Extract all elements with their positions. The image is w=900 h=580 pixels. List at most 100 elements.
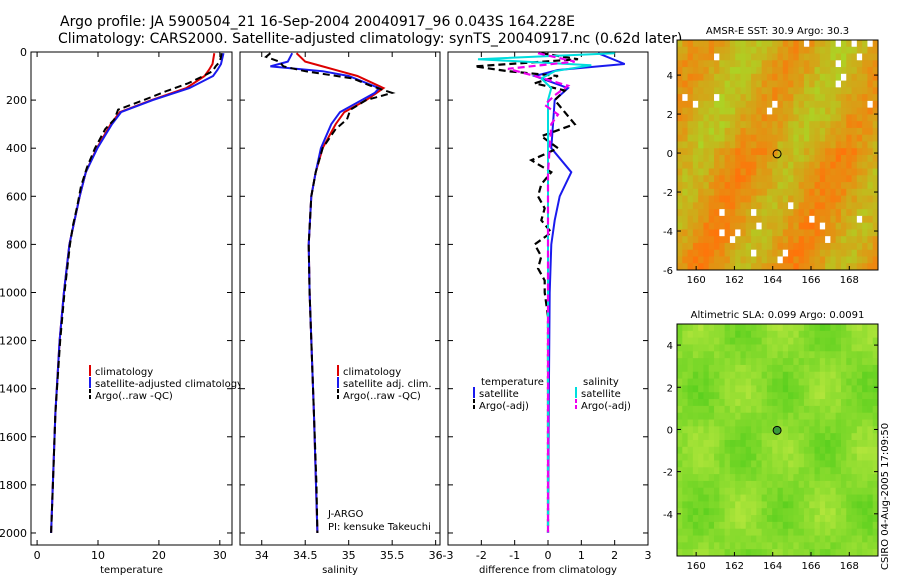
map-cell — [867, 330, 874, 339]
map-cell — [872, 324, 879, 332]
map-cell — [735, 494, 741, 502]
map-cell — [677, 60, 683, 68]
map-cell — [708, 330, 715, 339]
map-cell — [708, 67, 715, 75]
map-cell — [703, 161, 710, 170]
legend-label-salinity: satellite adj. clim. — [343, 379, 432, 390]
map-cell — [703, 155, 710, 163]
map-cell — [803, 222, 810, 230]
map-cell — [677, 168, 683, 176]
map-cell — [856, 188, 863, 197]
map-cell — [835, 480, 842, 489]
map-cell — [761, 229, 768, 237]
map-cell — [782, 141, 789, 149]
map-cell — [692, 175, 699, 183]
map-cell — [687, 40, 694, 48]
map-cell — [729, 515, 736, 523]
map-cell — [830, 392, 837, 400]
map-cell — [782, 515, 789, 523]
map-cell — [682, 229, 689, 237]
map-cell — [814, 40, 821, 48]
map-cell — [745, 209, 752, 217]
map-cell — [735, 168, 741, 176]
map-cell — [798, 405, 805, 414]
map-cell — [814, 419, 821, 427]
map-cell — [740, 249, 747, 257]
map-cell — [724, 460, 731, 468]
map-cell — [777, 412, 784, 421]
map-cell — [803, 53, 810, 61]
map-cell — [825, 114, 831, 122]
map-cell — [703, 222, 710, 230]
map-cell — [867, 222, 874, 230]
map-cell — [677, 351, 683, 359]
map-cell — [862, 494, 868, 502]
map-cell — [867, 155, 874, 163]
map-cell — [830, 256, 837, 264]
map-cell — [825, 337, 831, 345]
map-cell — [856, 419, 863, 427]
map-cell — [851, 175, 858, 183]
map-cell — [840, 364, 847, 373]
map-cell — [840, 433, 847, 441]
map-cell — [729, 215, 736, 224]
map-cell — [692, 80, 699, 88]
map-cell — [803, 446, 810, 455]
map-cell — [677, 46, 683, 55]
map-cell — [856, 460, 863, 468]
map-cell — [835, 405, 842, 414]
map-cell — [856, 215, 863, 224]
map-cell — [740, 229, 747, 237]
map-cell — [835, 412, 842, 421]
map-cell — [772, 453, 778, 461]
map-cell — [751, 494, 757, 502]
map-cell — [798, 521, 805, 530]
map-cell — [724, 351, 731, 359]
map-cell — [788, 419, 794, 427]
map-cell — [745, 412, 752, 421]
map-cell — [819, 161, 826, 170]
map-cell — [798, 121, 805, 129]
map-cell — [809, 100, 816, 109]
map-cell — [851, 412, 858, 421]
map-cell — [846, 487, 853, 496]
map-cell — [867, 127, 874, 136]
map-cell — [872, 60, 879, 68]
map-cell — [851, 405, 858, 414]
map-cell — [840, 535, 847, 543]
map-cell — [745, 242, 752, 251]
map-cell — [698, 378, 704, 386]
map-cell — [714, 141, 720, 149]
map-cell — [793, 73, 800, 82]
map-cell — [782, 337, 789, 345]
map-cell — [761, 256, 768, 264]
map-cell — [872, 209, 879, 217]
map-cell — [729, 60, 736, 68]
map-cell — [687, 60, 694, 68]
map-cell — [872, 378, 879, 386]
map-cell — [729, 426, 736, 434]
map-cell — [867, 460, 874, 468]
map-cell — [809, 161, 816, 170]
map-cell — [708, 94, 715, 102]
map-cell — [756, 222, 763, 230]
map-cell — [798, 528, 805, 537]
map-cell — [772, 446, 778, 455]
map-cell — [862, 249, 868, 257]
map-cell — [809, 87, 816, 95]
map-cell — [846, 127, 853, 136]
map-cell — [682, 385, 689, 393]
map-cell — [677, 426, 683, 434]
map-cell — [735, 371, 741, 380]
map-cell — [872, 195, 879, 203]
map-cell — [830, 249, 837, 257]
map-cell — [698, 467, 704, 475]
map-cell — [814, 141, 821, 149]
map-cell — [761, 337, 768, 345]
map-cell — [793, 399, 800, 407]
map-cell — [819, 405, 826, 414]
map-cell — [840, 182, 847, 190]
map-cell — [835, 542, 842, 550]
map-cell — [745, 487, 752, 496]
map-cell — [719, 94, 726, 102]
